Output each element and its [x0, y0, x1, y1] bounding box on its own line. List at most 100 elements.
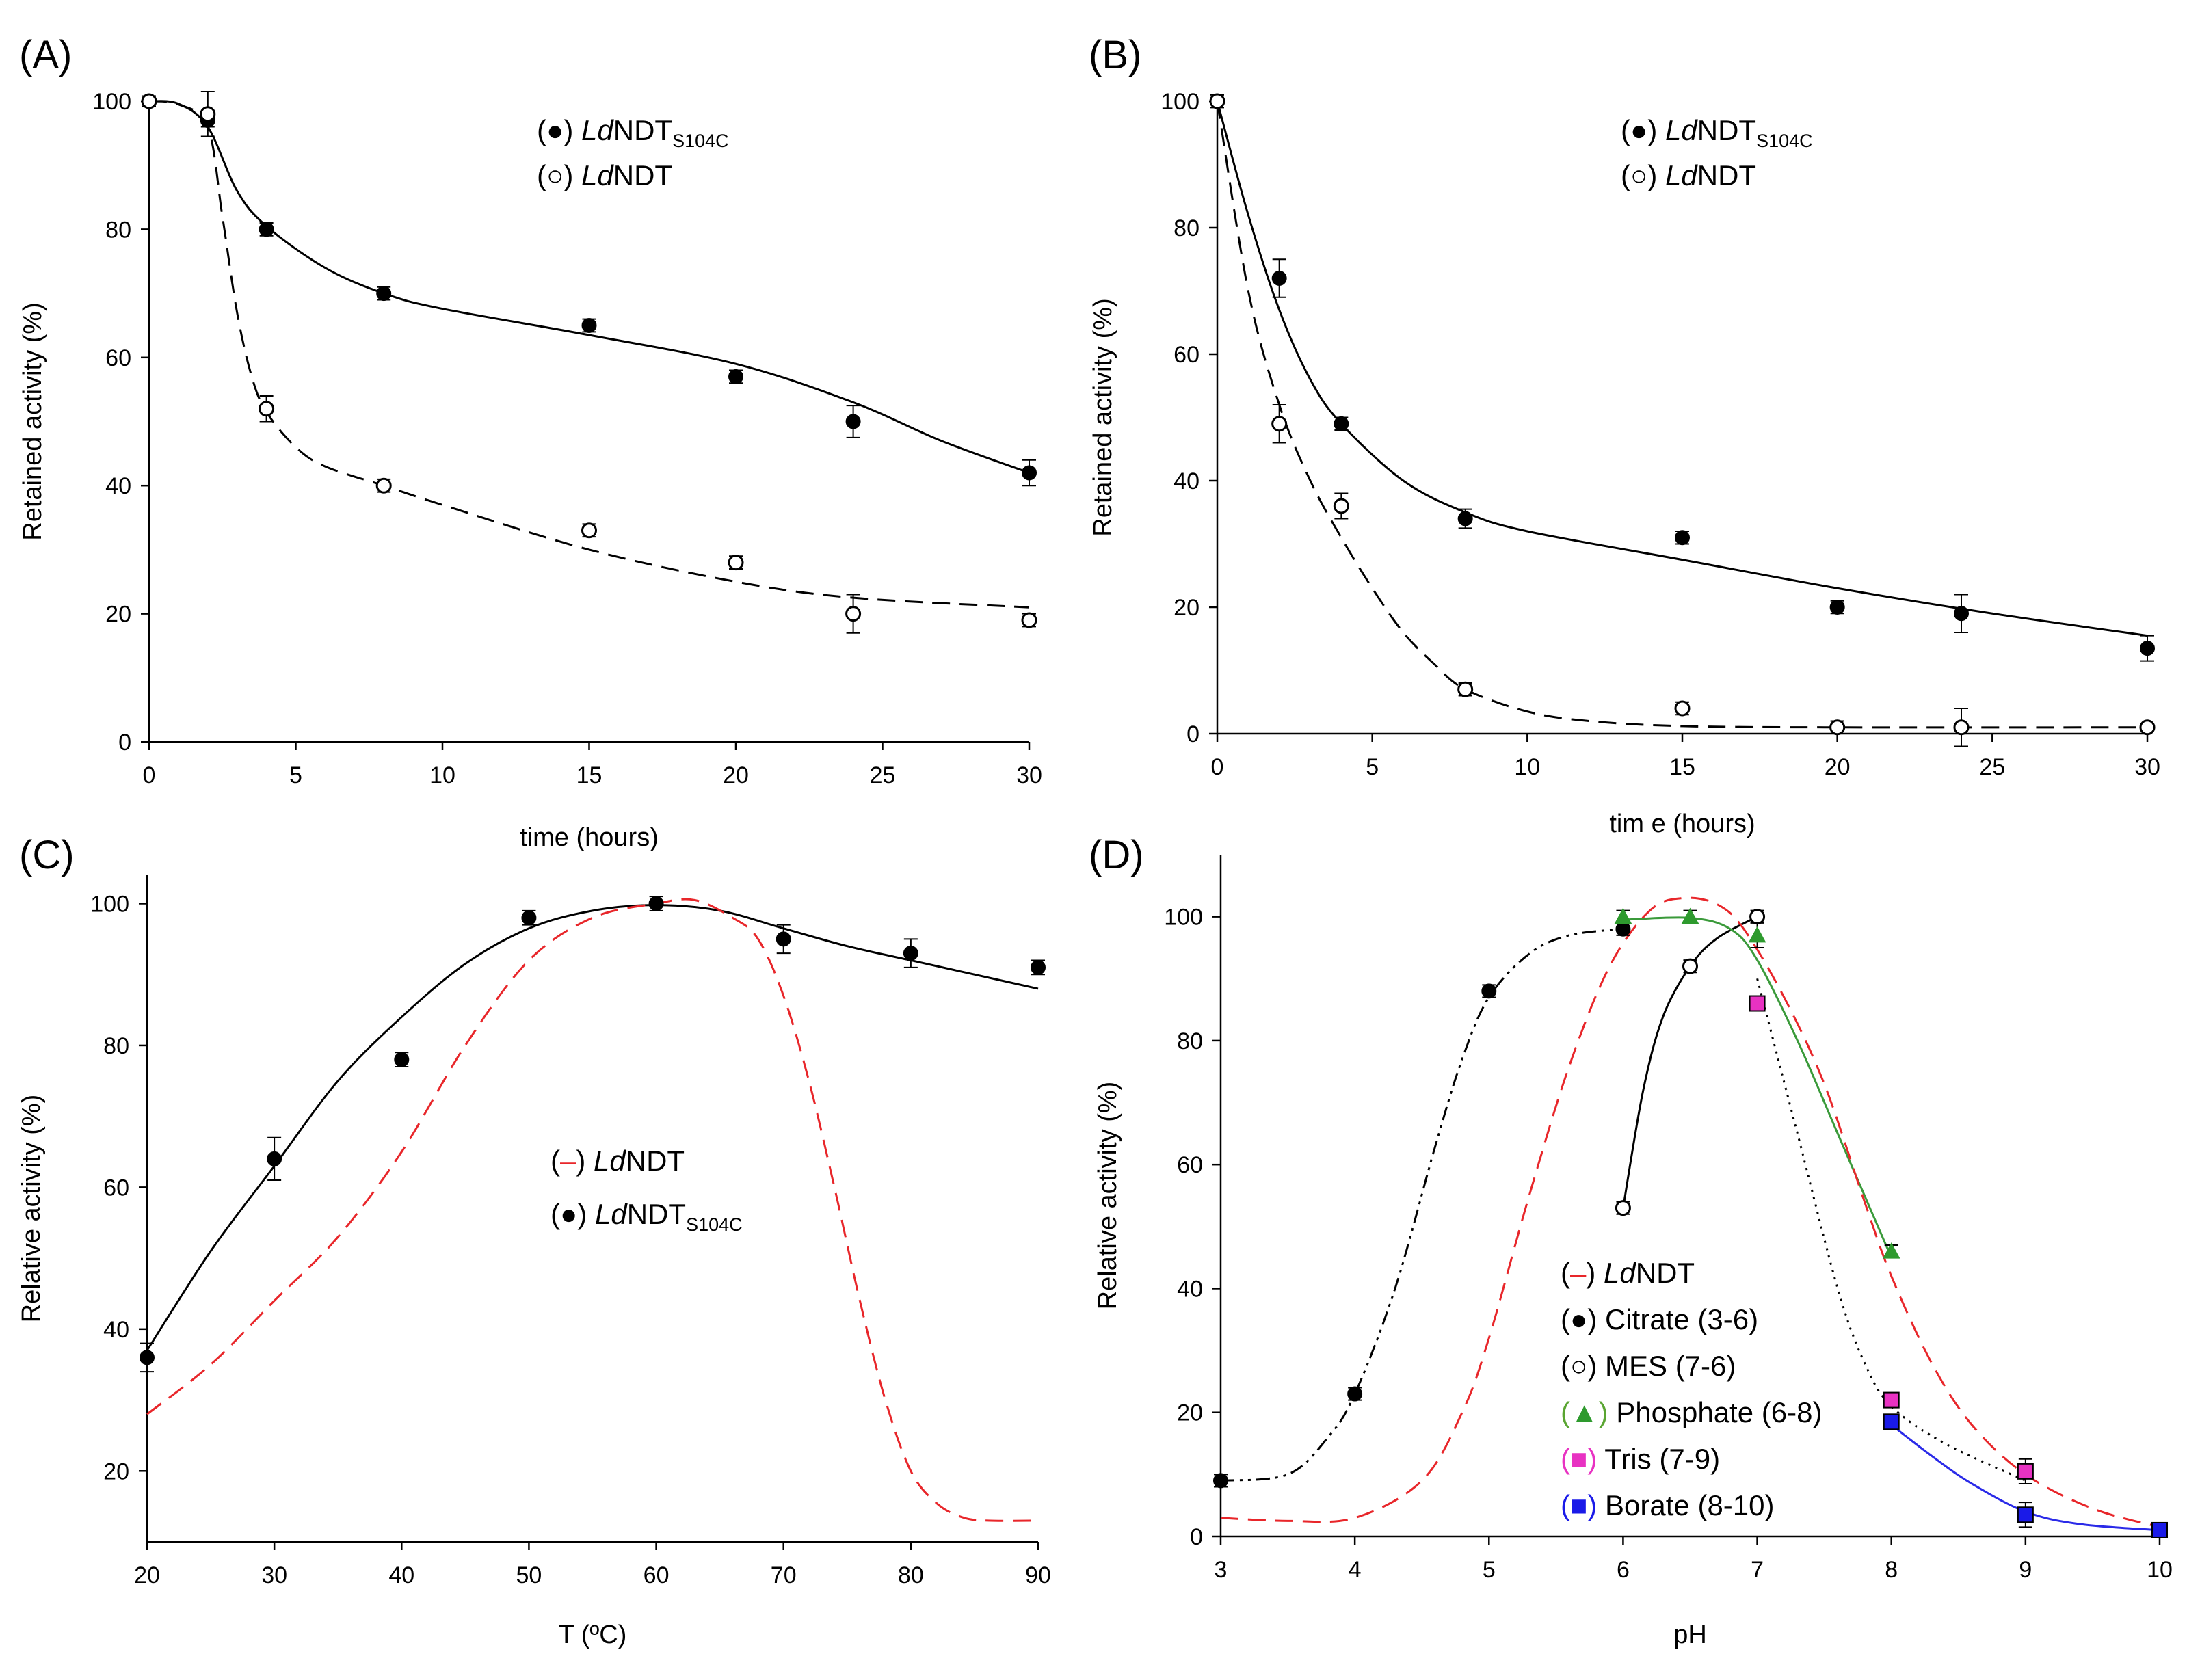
data-point [394, 1052, 410, 1067]
data-point [267, 1151, 282, 1166]
y-tick-label: 40 [105, 473, 131, 499]
x-tick-label: 6 [1617, 1557, 1630, 1583]
x-tick-label: 30 [1016, 762, 1042, 788]
data-point [1681, 907, 1699, 924]
y-tick-label: 100 [1164, 905, 1203, 931]
data-point [1031, 959, 1046, 975]
x-tick-label: 15 [1669, 754, 1695, 780]
legend-entry: (●) LdNDTS104C [1621, 114, 1813, 151]
data-point [2151, 1521, 2168, 1538]
data-point [845, 414, 861, 429]
x-tick-label: 20 [1825, 754, 1851, 780]
y-tick-label: 80 [103, 1033, 129, 1059]
data-point [845, 606, 862, 622]
legend-entry: (▲) Phosphate (6-8) [1561, 1396, 1822, 1428]
x-tick-label: 9 [2019, 1557, 2032, 1583]
series-fit-curve [146, 904, 1039, 1351]
data-point [2017, 1506, 2034, 1523]
y-tick-label: 100 [92, 89, 131, 115]
data-point [1883, 1413, 1900, 1430]
y-tick-label: 60 [105, 345, 131, 371]
x-axis-title: T (ºC) [559, 1621, 627, 1649]
y-tick-label: 60 [103, 1175, 129, 1201]
panel-b: (B) 0 5 10 15 20 25 30 0 20 40 60 80 100 tim e (hours)… [1089, 33, 2160, 838]
data-point [581, 317, 597, 333]
x-tick-label: 3 [1215, 1557, 1228, 1583]
x-axis-title: tim e (hours) [1609, 810, 1755, 838]
y-tick-label: 40 [1174, 468, 1199, 494]
data-point [259, 401, 275, 417]
series-fit-curve [1220, 896, 2160, 1528]
data-point [903, 946, 918, 961]
data-point [1682, 958, 1698, 974]
x-tick-label: 40 [388, 1562, 414, 1588]
data-point [1021, 612, 1037, 628]
x-tick-label: 5 [1366, 754, 1379, 780]
y-tick-label: 20 [1177, 1400, 1203, 1426]
y-tick-label: 0 [118, 730, 131, 756]
y-axis-title: Retained activity (%) [18, 302, 47, 540]
x-tick-label: 20 [723, 762, 749, 788]
x-tick-label: 80 [898, 1562, 924, 1588]
series-fit-curve [1623, 916, 1893, 1258]
x-tick-label: 0 [143, 762, 156, 788]
data-point [1749, 995, 1766, 1012]
y-tick-label: 80 [1177, 1028, 1203, 1054]
legend-entry: (●) LdNDTS104C [551, 1198, 743, 1235]
legend-entry: (■) Borate (8-10) [1561, 1489, 1775, 1521]
series-fit-curve [148, 100, 1030, 474]
legend-entry: (–) LdNDT [1561, 1257, 1695, 1289]
data-point [1457, 681, 1474, 697]
panel-letter: (D) [1089, 833, 1144, 877]
data-point [1674, 700, 1691, 717]
data-point [1271, 416, 1288, 432]
data-point [140, 1350, 155, 1365]
x-tick-label: 90 [1025, 1562, 1051, 1588]
data-point [2139, 719, 2156, 736]
data-point [200, 106, 216, 122]
y-tick-label: 20 [1174, 595, 1199, 621]
data-point [1481, 983, 1497, 999]
y-tick-label: 100 [1161, 89, 1199, 115]
data-point [1675, 530, 1690, 546]
series-fit-curve [1220, 928, 1623, 1482]
data-point [581, 522, 597, 539]
data-point [1883, 1391, 1900, 1409]
x-tick-label: 4 [1349, 1557, 1362, 1583]
x-tick-label: 7 [1751, 1557, 1764, 1583]
x-tick-label: 5 [1483, 1557, 1496, 1583]
data-point [375, 477, 392, 494]
y-axis-title: Relative activity (%) [17, 1095, 46, 1323]
series-fit-curve [1890, 1424, 2160, 1532]
y-axis-title: Relative activity (%) [1094, 1082, 1122, 1310]
data-point [1882, 1242, 1900, 1259]
data-point [1829, 719, 1846, 736]
data-point [1614, 907, 1632, 924]
legend-entry: (○) LdNDT [537, 159, 672, 191]
y-tick-label: 100 [90, 891, 129, 917]
x-axis-title: time (hours) [520, 823, 659, 852]
x-tick-label: 15 [576, 762, 602, 788]
x-tick-label: 10 [2147, 1557, 2173, 1583]
panel-a: (A) 0 5 10 15 20 25 30 0 20 40 60 80 100 time (hours) R… [18, 33, 1042, 852]
y-tick-label: 40 [103, 1317, 129, 1343]
legend-entry: (○) LdNDT [1621, 159, 1756, 191]
legend-entry: (–) LdNDT [551, 1145, 685, 1177]
legend-entry: (●) Citrate (3-6) [1561, 1303, 1758, 1335]
y-tick-label: 60 [1174, 342, 1199, 368]
data-point [1829, 600, 1845, 615]
panel-letter: (A) [19, 33, 72, 77]
data-point [728, 369, 743, 384]
data-point [1748, 926, 1766, 943]
data-point [1334, 416, 1349, 431]
x-tick-label: 25 [870, 762, 896, 788]
legend-entry: (■) Tris (7-9) [1561, 1443, 1720, 1475]
x-tick-label: 50 [516, 1562, 542, 1588]
data-point [376, 286, 392, 302]
data-point [1457, 511, 1473, 526]
data-point [259, 222, 274, 237]
data-point [1615, 1200, 1631, 1216]
data-point [1271, 271, 1287, 286]
